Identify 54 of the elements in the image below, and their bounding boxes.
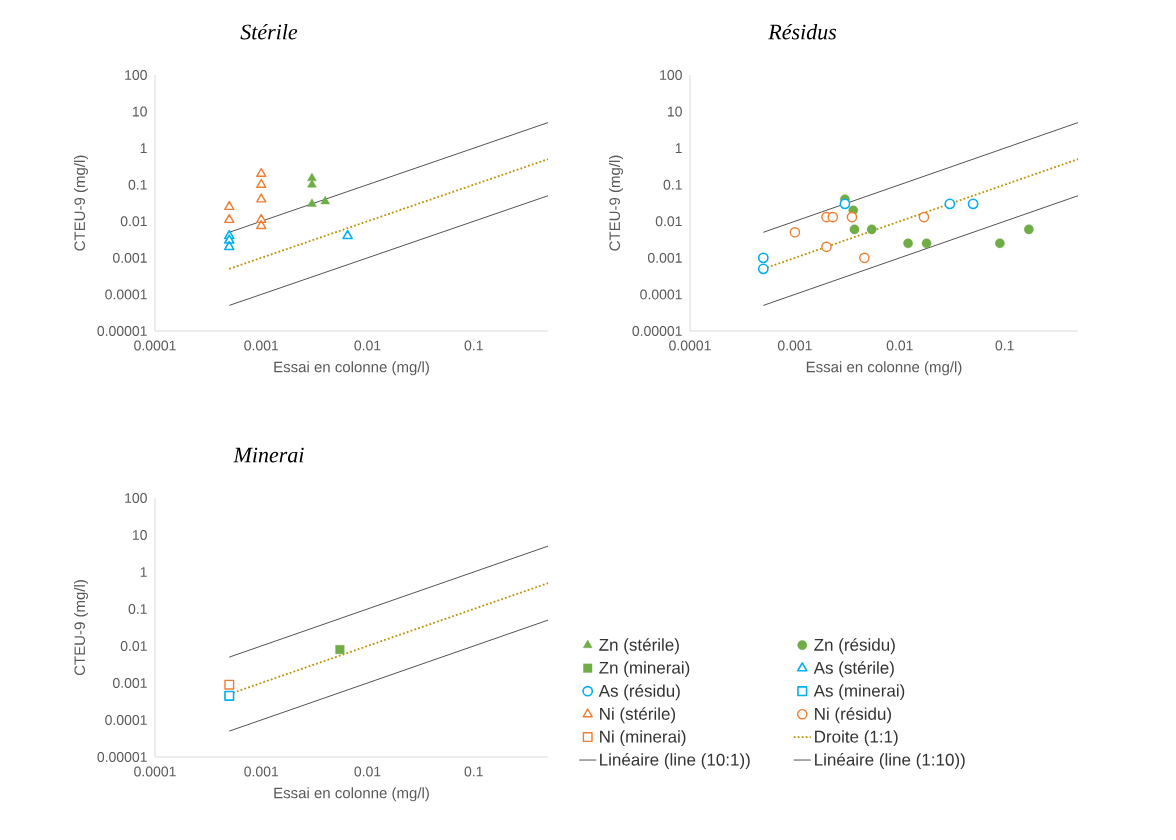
x-tick-label: 0.001 (777, 340, 812, 351)
legend-label: Zn (minerai) (599, 661, 690, 678)
y-tick-label: 0.001 (112, 252, 147, 263)
y-tick-label: 0.00001 (97, 752, 147, 762)
chart-title: Résidus (768, 23, 837, 40)
y-tick-label: 0.001 (647, 252, 682, 263)
y-tick-label: 10 (132, 106, 147, 117)
legend-label: Linéaire (line (10:1)) (600, 753, 750, 770)
y-tick-label: 0.1 (128, 604, 147, 614)
text: Ni (stérile) (600, 707, 676, 724)
text: Zn (stérile) (599, 638, 679, 655)
y-tick-label: 0.01 (120, 216, 147, 227)
y-tick-label: 0.0001 (105, 289, 147, 300)
x-axis-title: Essai en colonne (mg/l) (274, 787, 429, 802)
y-tick-label: 0.001 (112, 678, 147, 688)
chart-title: Stérile (240, 23, 298, 40)
chart-title: Minerai (233, 447, 304, 463)
x-tick-label: 0.1 (464, 340, 483, 351)
y-tick-label: 1 (140, 567, 147, 577)
y-tick-label: 0.0001 (105, 715, 147, 725)
x-axis-title: Essai en colonne (mg/l) (806, 361, 962, 376)
legend-label: As (minerai) (813, 684, 905, 701)
y-tick-label: 0.00001 (97, 326, 147, 336)
legend-label: Droite (1:1) (815, 730, 898, 747)
text: Zn (résidu) (814, 638, 895, 655)
x-tick-label: 0.1 (995, 340, 1014, 351)
x-tick-label: 0.01 (354, 340, 381, 351)
y-tick-label: 1 (675, 143, 682, 153)
text: As (résidu) (598, 684, 680, 701)
y-tick-label: 100 (660, 70, 682, 80)
y-tick-label: 100 (125, 70, 147, 80)
y-axis-title: CTEU-9 (mg/l) (609, 155, 623, 251)
x-axis-title: Essai en colonne (mg/l) (274, 361, 429, 376)
y-tick-label: 0.01 (120, 641, 147, 651)
text: As (stérile) (813, 661, 894, 678)
y-tick-label: 0.1 (128, 179, 147, 190)
x-tick-label: 0.1 (464, 766, 483, 777)
y-tick-label: 0.01 (655, 216, 682, 227)
x-tick-label: 0.01 (886, 340, 913, 351)
y-tick-label: 10 (667, 106, 682, 117)
y-axis-title: CTEU-9 (mg/l) (74, 580, 88, 676)
x-tick-label: 0.01 (354, 766, 381, 777)
y-tick-label: 0.1 (663, 179, 682, 190)
x-tick-label: 0.001 (244, 766, 279, 777)
x-tick-label: 0.001 (244, 340, 279, 351)
y-axis-title: CTEU-9 (mg/l) (74, 155, 88, 251)
y-tick-label: 0.0001 (640, 289, 682, 300)
y-tick-label: 1 (140, 143, 147, 153)
y-tick-label: 0.00001 (632, 326, 682, 336)
legend-label: Linéaire (line (1:10)) (815, 753, 965, 770)
text: Ni (résidu) (815, 707, 892, 724)
y-tick-label: 10 (132, 530, 147, 540)
legend-label: Ni (minerai) (600, 730, 686, 747)
y-tick-label: 100 (125, 493, 147, 503)
